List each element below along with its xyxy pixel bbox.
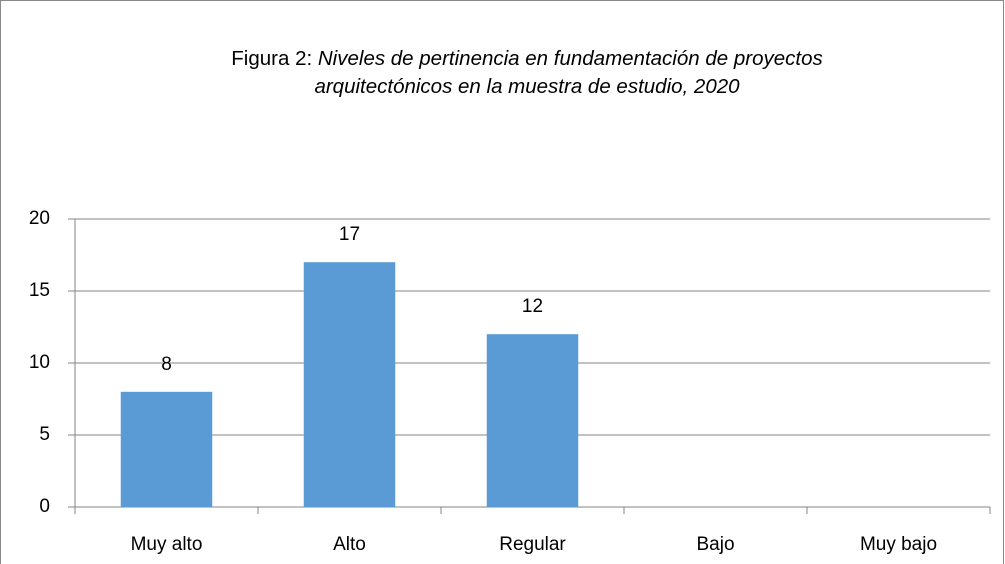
chart-title: Figura 2: Niveles de pertinencia en fund… <box>177 45 877 101</box>
y-tick-label: 5 <box>39 424 50 445</box>
y-tick-label: 0 <box>39 496 50 517</box>
x-tick-label: Bajo <box>696 534 734 555</box>
title-text: Niveles de pertinencia en fundamentación… <box>314 47 823 98</box>
bar <box>486 334 579 507</box>
title-prefix: Figura 2: <box>231 47 313 70</box>
x-tick-label: Alto <box>333 534 366 555</box>
x-tick-label: Muy bajo <box>860 534 937 555</box>
y-tick-label: 10 <box>29 352 50 373</box>
y-tick-label: 15 <box>29 280 50 301</box>
x-tick-label: Regular <box>499 534 566 555</box>
data-label: 17 <box>339 224 360 245</box>
x-tick-label: Muy alto <box>131 534 203 555</box>
data-label: 8 <box>161 354 172 375</box>
bar <box>120 391 213 507</box>
data-label: 12 <box>522 296 543 317</box>
y-tick-label: 20 <box>29 208 50 229</box>
bar <box>303 262 396 507</box>
